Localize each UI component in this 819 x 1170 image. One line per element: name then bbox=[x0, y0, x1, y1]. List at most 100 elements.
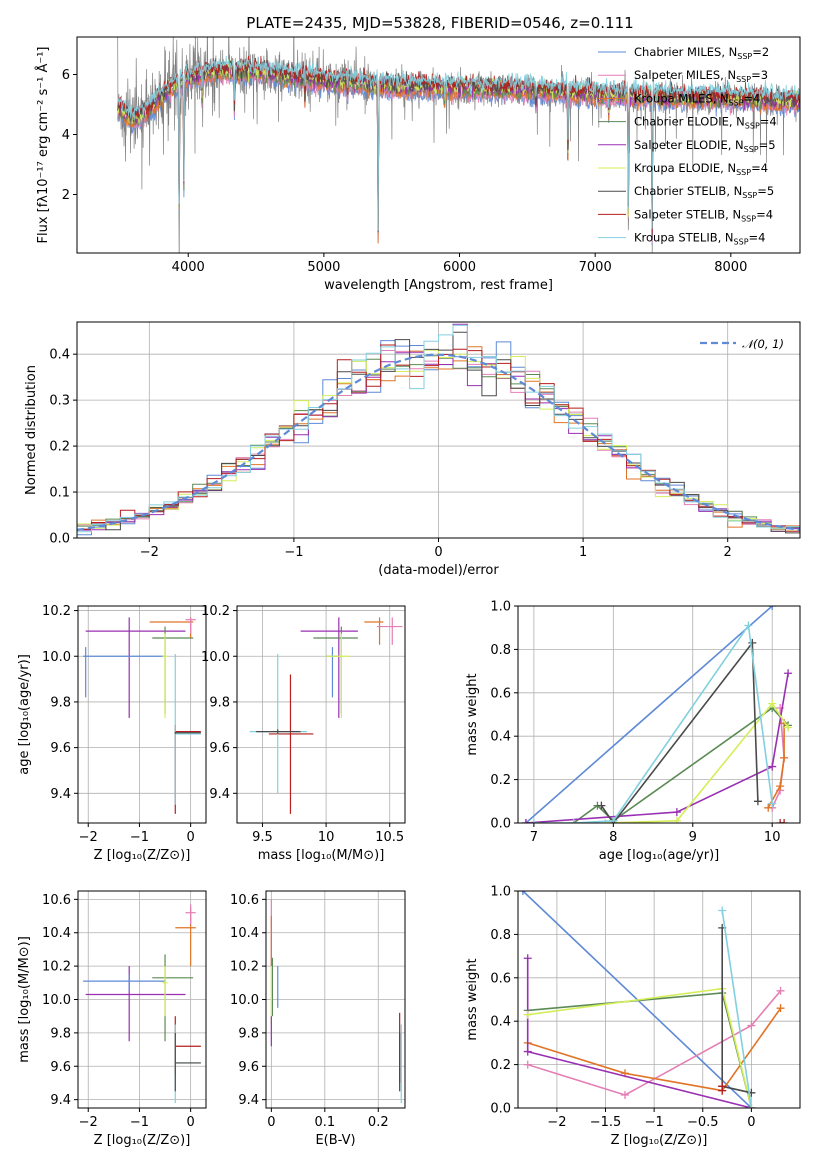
data-marker bbox=[620, 1090, 629, 1099]
errorbar-point bbox=[377, 617, 403, 645]
spectrum-panel: PLATE=2435, MJD=53828, FIBERID=0546, z=0… bbox=[35, 14, 801, 293]
y-tick-label: 9.4 bbox=[238, 1093, 259, 1108]
y-tick-label: 10.2 bbox=[230, 960, 259, 975]
errorbar-point bbox=[300, 617, 358, 718]
age-vs-metallicity-panel: −2 −1 0 9.4 9.6 9.8 10.0 10.2 Z [log₁₀(Z/Z⊙)] age… bbox=[17, 604, 207, 863]
data-marker bbox=[784, 669, 793, 678]
legend-entry: Salpeter ELODIE, NSSP=5 bbox=[634, 138, 776, 154]
data-marker bbox=[776, 819, 785, 823]
y-tick-label: 9.8 bbox=[50, 1026, 71, 1041]
errorbar-point bbox=[85, 617, 186, 718]
legend: Chabrier MILES, NSSP=2 Salpeter MILES, NS… bbox=[598, 45, 777, 247]
x-tick-label: 0 bbox=[747, 1115, 755, 1130]
mass-vs-ebv-panel: 0 0.1 0.2 9.4 9.6 9.8 10.0 10.2 10.4 10.6 E(B-V) bbox=[230, 890, 406, 1148]
x-axis-label: Z [log₁₀(Z/Z⊙)] bbox=[94, 848, 191, 863]
errorbar-point bbox=[249, 653, 307, 794]
legend-entry: Kroupa ELODIE, NSSP=4 bbox=[634, 161, 768, 177]
x-tick-label: 0.2 bbox=[368, 1115, 389, 1130]
x-tick-label: 0.1 bbox=[314, 1115, 335, 1130]
y-axis-label: Flux [fλ10⁻¹⁷ erg cm⁻² s⁻¹ Å⁻¹] bbox=[35, 47, 51, 244]
data-marker bbox=[744, 621, 753, 630]
data-marker bbox=[569, 819, 578, 823]
data-marker bbox=[768, 799, 777, 808]
legend-entry-subscript: SSP bbox=[736, 75, 751, 84]
errorbar-point bbox=[149, 617, 194, 638]
x-tick-label: 2 bbox=[724, 545, 732, 560]
legend-entry: 𝒩(0, 1) bbox=[742, 337, 784, 351]
mass-weight-line bbox=[605, 702, 789, 823]
errorbar-point bbox=[185, 904, 196, 925]
legend-entry-subscript: SSP bbox=[744, 145, 759, 154]
plot-area bbox=[270, 899, 402, 1103]
y-tick-label: 0.2 bbox=[490, 773, 511, 788]
x-axis-label: Z [log₁₀(Z/Z⊙)] bbox=[611, 1133, 708, 1148]
x-tick-label: 1 bbox=[579, 545, 587, 560]
mass-vs-metallicity-panel: −2 −1 0 9.4 9.6 9.8 10.0 10.2 10.4 10.6 Z [log₁₀(Z… bbox=[17, 890, 207, 1148]
x-tick-label: 8000 bbox=[714, 260, 747, 275]
x-tick-label: 0 bbox=[267, 1115, 275, 1130]
errorbar-point bbox=[326, 633, 349, 718]
y-tick-label: 6 bbox=[62, 68, 70, 83]
y-tick-label: 9.8 bbox=[50, 695, 71, 710]
model-spectrum-line bbox=[117, 55, 800, 231]
errorbar-point bbox=[162, 633, 168, 718]
errorbar-point bbox=[174, 1032, 201, 1092]
y-axis-label: age [log₁₀(age/yr)] bbox=[17, 654, 32, 775]
legend-entry-name: Chabrier MILES, N bbox=[634, 45, 737, 59]
y-tick-label: 9.4 bbox=[209, 787, 230, 802]
legend-entry-count: =5 bbox=[759, 138, 776, 152]
legend-entry-count: =4 bbox=[749, 231, 766, 245]
x-tick-label: 0 bbox=[186, 830, 194, 845]
legend-entry: Salpeter MILES, NSSP=3 bbox=[634, 68, 768, 84]
axes-frame bbox=[517, 890, 801, 1109]
mass-weight-line bbox=[527, 1007, 782, 1092]
y-tick-label: 0.2 bbox=[49, 440, 70, 455]
plot-area bbox=[77, 323, 800, 538]
y-tick-label: 1.0 bbox=[490, 885, 511, 900]
data-marker bbox=[523, 1047, 532, 1056]
y-tick-label: 10.0 bbox=[230, 993, 259, 1008]
data-marker bbox=[597, 801, 606, 810]
data-marker bbox=[672, 816, 681, 823]
legend-entry: Chabrier STELIB, NSSP=5 bbox=[634, 184, 774, 200]
data-marker bbox=[747, 1104, 756, 1108]
legend-entry-count: =5 bbox=[757, 184, 774, 198]
mass-weight-line bbox=[525, 673, 789, 823]
y-tick-label: 0.4 bbox=[490, 1015, 511, 1030]
mass-weight-line bbox=[525, 606, 773, 823]
x-tick-label: 5000 bbox=[307, 260, 340, 275]
legend-entry: Chabrier MILES, NSSP=2 bbox=[634, 45, 769, 61]
axes-frame bbox=[517, 605, 801, 824]
legend-entry-name: Kroupa STELIB, N bbox=[634, 231, 734, 245]
data-marker bbox=[529, 819, 538, 823]
y-tick-label: 2 bbox=[62, 188, 70, 203]
x-tick-label: 7000 bbox=[579, 260, 612, 275]
y-tick-label: 0.0 bbox=[49, 532, 70, 547]
y-tick-label: 0.0 bbox=[490, 1102, 511, 1117]
errorbar-point bbox=[174, 653, 201, 805]
legend-entry-count: =3 bbox=[751, 68, 768, 82]
legend-entry-name: Kroupa ELODIE, N bbox=[634, 161, 736, 175]
y-tick-label: 10.0 bbox=[201, 650, 230, 665]
y-tick-label: 0.4 bbox=[490, 730, 511, 745]
legend-entry-name: Salpeter STELIB, N bbox=[634, 207, 741, 221]
x-tick-label: −1.5 bbox=[590, 1115, 622, 1130]
y-tick-label: 9.4 bbox=[50, 787, 71, 802]
plot-area bbox=[117, 37, 800, 253]
x-tick-label: 8 bbox=[609, 830, 617, 845]
data-marker bbox=[523, 1010, 532, 1019]
data-marker bbox=[776, 986, 785, 995]
y-tick-label: 0.0 bbox=[490, 817, 511, 832]
legend-entry-name: Salpeter ELODIE, N bbox=[634, 138, 744, 152]
mass-weight-line bbox=[767, 723, 785, 809]
errorbar-point bbox=[256, 729, 301, 734]
y-tick-label: 9.6 bbox=[209, 741, 230, 756]
legend-entry-subscript: SSP bbox=[734, 238, 749, 247]
data-marker bbox=[609, 816, 618, 823]
plot-area bbox=[521, 606, 793, 823]
legend-entry: Kroupa STELIB, NSSP=4 bbox=[634, 231, 765, 247]
x-tick-label: 10.5 bbox=[375, 830, 404, 845]
axes-frame bbox=[77, 605, 207, 824]
residuals-panel: −2 −1 0 1 2 0.0 0.1 0.2 0.3 0.4 (data-model)/error… bbox=[24, 321, 801, 578]
errorbar-point bbox=[313, 626, 358, 714]
